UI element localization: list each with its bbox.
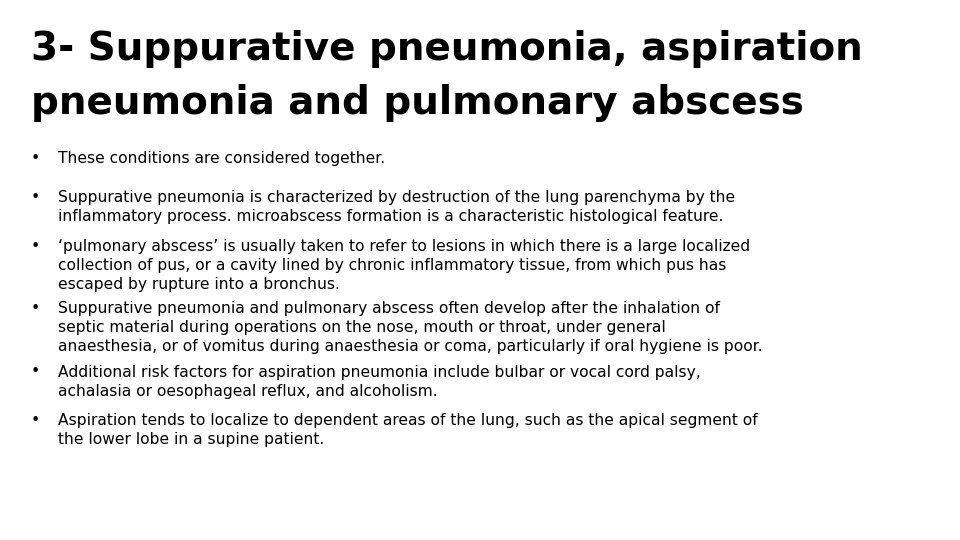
Text: •: • [31,151,40,166]
Text: Aspiration tends to localize to dependent areas of the lung, such as the apical : Aspiration tends to localize to dependen… [58,413,757,447]
Text: •: • [31,364,40,380]
Text: •: • [31,301,40,316]
Text: •: • [31,413,40,428]
Text: pneumonia and pulmonary abscess: pneumonia and pulmonary abscess [31,84,804,122]
Text: Additional risk factors for aspiration pneumonia include bulbar or vocal cord pa: Additional risk factors for aspiration p… [58,364,701,399]
Text: •: • [31,190,40,205]
Text: 3- Suppurative pneumonia, aspiration: 3- Suppurative pneumonia, aspiration [31,30,862,68]
Text: Suppurative pneumonia and pulmonary abscess often develop after the inhalation o: Suppurative pneumonia and pulmonary absc… [58,301,762,354]
Text: •: • [31,239,40,254]
Text: ‘pulmonary abscess’ is usually taken to refer to lesions in which there is a lar: ‘pulmonary abscess’ is usually taken to … [58,239,750,292]
Text: Suppurative pneumonia is characterized by destruction of the lung parenchyma by : Suppurative pneumonia is characterized b… [58,190,734,224]
Text: These conditions are considered together.: These conditions are considered together… [58,151,385,166]
